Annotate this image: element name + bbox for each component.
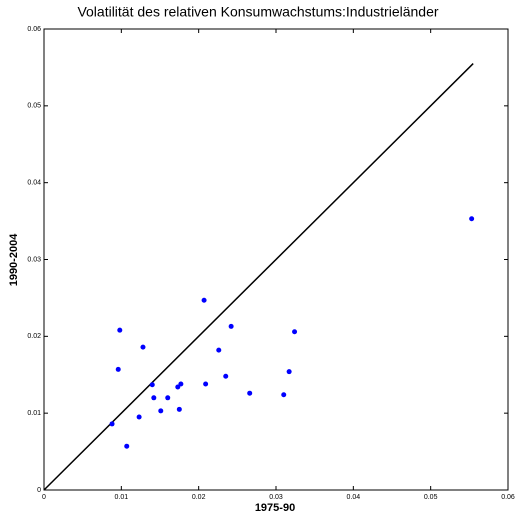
x-tick-label: 0.06: [501, 494, 515, 501]
y-tick-label: 0.02: [27, 333, 41, 340]
y-tick-label: 0.06: [27, 26, 41, 33]
point: [176, 406, 182, 412]
y-axis-label: 1990-2004: [8, 233, 20, 286]
point: [165, 395, 171, 401]
x-tick-label: 0.01: [115, 494, 129, 501]
reference-line: [43, 63, 474, 491]
point: [203, 381, 209, 387]
point: [109, 421, 115, 427]
x-tick-label: 0: [42, 494, 46, 501]
point: [117, 327, 123, 333]
point: [223, 373, 229, 379]
y-tick-label: 0.01: [27, 410, 41, 417]
y-tick-label: 0: [37, 487, 41, 494]
y-tick-label: 0.04: [27, 180, 41, 187]
x-tick-label: 0.03: [269, 494, 283, 501]
point: [149, 382, 155, 388]
point: [115, 366, 121, 372]
x-tick-label: 0.02: [192, 494, 206, 501]
point: [281, 392, 287, 398]
x-tick-label: 0.04: [347, 494, 361, 501]
point: [292, 329, 298, 335]
point: [140, 344, 146, 350]
point: [247, 390, 253, 396]
point: [158, 408, 164, 414]
y-tick-label: 0.05: [27, 103, 41, 110]
x-axis-label: 1975-90: [255, 502, 295, 514]
point: [286, 369, 292, 375]
point: [178, 381, 184, 387]
point: [469, 216, 475, 222]
point: [228, 323, 234, 329]
y-tick-label: 0.03: [27, 256, 41, 263]
point: [175, 384, 181, 390]
point: [201, 297, 207, 303]
point: [136, 414, 142, 420]
x-tick-label: 0.05: [424, 494, 438, 501]
point: [124, 443, 130, 449]
chart-title: Volatilität des relativen Konsumwachstum…: [77, 4, 438, 20]
point: [216, 347, 222, 353]
point: [151, 395, 157, 401]
